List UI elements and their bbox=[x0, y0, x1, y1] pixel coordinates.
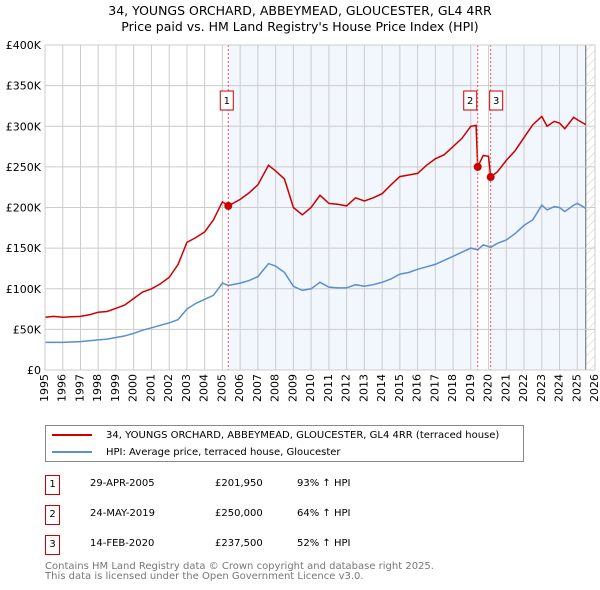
sale-number-badge: 2 bbox=[45, 505, 60, 525]
y-tick-label: £100K bbox=[6, 283, 42, 296]
y-tick-label: £50K bbox=[13, 323, 42, 336]
sale-date: 24-MAY-2019 bbox=[90, 508, 156, 519]
sale-label-border bbox=[219, 90, 234, 111]
x-tick-label: 2015 bbox=[393, 374, 406, 402]
x-tick-label: 2019 bbox=[464, 374, 477, 402]
x-tick-label: 2012 bbox=[340, 374, 353, 402]
y-tick-label: £150K bbox=[6, 242, 42, 255]
x-tick-label: 2026 bbox=[588, 374, 600, 402]
x-tick-label: 2023 bbox=[535, 374, 548, 402]
x-tick-label: 2021 bbox=[499, 374, 512, 402]
x-tick-label: 2014 bbox=[375, 374, 388, 402]
chart-title: 34, YOUNGS ORCHARD, ABBEYMEAD, GLOUCESTE… bbox=[108, 3, 492, 18]
sale-point bbox=[473, 162, 482, 171]
y-tick-label: £200K bbox=[6, 202, 42, 215]
x-tick-label: 2011 bbox=[322, 374, 335, 402]
legend-label-hpi: HPI: Average price, terraced house, Glou… bbox=[106, 446, 341, 458]
sale-point bbox=[486, 173, 495, 182]
sale-date: 14-FEB-2020 bbox=[90, 538, 155, 549]
x-tick-label: 2006 bbox=[233, 374, 246, 402]
sale-row: 1 29-APR-2005 £201,950 93% ↑ HPI bbox=[45, 475, 545, 495]
chart-subtitle: Price paid vs. HM Land Registry's House … bbox=[121, 19, 479, 34]
sale-label-border bbox=[463, 90, 478, 111]
x-tick-label: 1995 bbox=[38, 374, 51, 402]
sale-row: 2 24-MAY-2019 £250,000 64% ↑ HPI bbox=[45, 505, 545, 525]
x-tick-label: 2003 bbox=[180, 374, 193, 402]
sale-hpi-change: 93% ↑ HPI bbox=[297, 478, 351, 489]
footer-line-1: Contains HM Land Registry data © Crown c… bbox=[45, 561, 434, 572]
sale-label-number: 1 bbox=[224, 96, 230, 107]
sale-number-badge: 3 bbox=[45, 535, 60, 555]
sale-label-box: 2 bbox=[463, 90, 478, 111]
sale-label-border bbox=[489, 90, 504, 111]
y-tick-label: £350K bbox=[6, 80, 42, 93]
sale-label-box: 1 bbox=[219, 90, 234, 111]
x-tick-label: 2000 bbox=[127, 374, 140, 402]
y-tick-label: £300K bbox=[6, 120, 42, 133]
footer: Contains HM Land Registry data © Crown c… bbox=[45, 562, 434, 582]
sale-label-box: 3 bbox=[489, 90, 504, 111]
legend-swatch-blue bbox=[52, 451, 92, 453]
legend-swatch-red bbox=[52, 434, 92, 436]
x-tick-label: 2017 bbox=[428, 374, 441, 402]
price-chart: 1995 1996 1997 1998 1999 2000 2001 2002 2003 2004… bbox=[6, 39, 600, 402]
x-tick-label: 1998 bbox=[91, 374, 104, 402]
x-tick-label: 2020 bbox=[482, 374, 495, 402]
legend-label-property: 34, YOUNGS ORCHARD, ABBEYMEAD, GLOUCESTE… bbox=[106, 429, 500, 441]
y-tick-label: £400K bbox=[6, 39, 42, 52]
x-tick-label: 2013 bbox=[357, 374, 370, 402]
sale-label-number: 3 bbox=[493, 96, 499, 107]
x-tick-label: 1996 bbox=[56, 374, 69, 402]
hpi-series-line bbox=[45, 202, 587, 344]
sale-price: £201,950 bbox=[215, 478, 263, 489]
x-tick-label: 2016 bbox=[411, 374, 424, 402]
plot-border bbox=[44, 44, 596, 371]
legend-item-property: 34, YOUNGS ORCHARD, ABBEYMEAD, GLOUCESTE… bbox=[46, 427, 499, 443]
sale-number-badge: 1 bbox=[45, 475, 60, 495]
x-tick-label: 2001 bbox=[144, 374, 157, 402]
x-tick-label: 2024 bbox=[553, 374, 566, 402]
footer-line-2: This data is licensed under the Open Gov… bbox=[45, 571, 364, 582]
sale-point bbox=[224, 201, 233, 210]
legend: 34, YOUNGS ORCHARD, ABBEYMEAD, GLOUCESTE… bbox=[45, 425, 524, 462]
x-tick-label: 2010 bbox=[304, 374, 317, 402]
x-tick-label: 1999 bbox=[109, 374, 122, 402]
sale-row: 3 14-FEB-2020 £237,500 52% ↑ HPI bbox=[45, 535, 545, 555]
x-tick-label: 2008 bbox=[269, 374, 282, 402]
sale-price: £250,000 bbox=[215, 508, 263, 519]
x-tick-label: 2004 bbox=[198, 374, 211, 402]
sale-price: £237,500 bbox=[215, 538, 263, 549]
x-tick-label: 1997 bbox=[73, 374, 86, 402]
x-tick-label: 2018 bbox=[446, 374, 459, 402]
sale-label-number: 2 bbox=[467, 96, 473, 107]
x-tick-label: 2005 bbox=[215, 374, 228, 402]
y-tick-label: £250K bbox=[6, 161, 42, 174]
sale-hpi-change: 64% ↑ HPI bbox=[297, 508, 351, 519]
sale-hpi-change: 52% ↑ HPI bbox=[297, 538, 351, 549]
x-tick-label: 2022 bbox=[517, 374, 530, 402]
property-series-line bbox=[44, 115, 587, 318]
x-tick-label: 2025 bbox=[570, 374, 583, 402]
x-tick-label: 2009 bbox=[286, 374, 299, 402]
sale-date: 29-APR-2005 bbox=[90, 478, 155, 489]
x-tick-label: 2002 bbox=[162, 374, 175, 402]
y-tick-label: £0 bbox=[27, 364, 41, 377]
x-tick-label: 2007 bbox=[251, 374, 264, 402]
legend-item-hpi: HPI: Average price, terraced house, Glou… bbox=[46, 444, 341, 460]
